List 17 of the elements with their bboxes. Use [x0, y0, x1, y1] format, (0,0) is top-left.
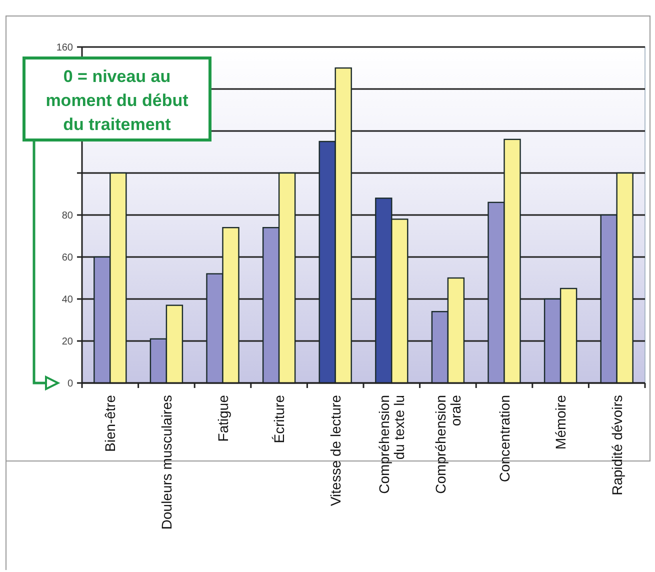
x-tick-label: Rapidité dévoirs: [608, 395, 625, 496]
x-tick-label: Douleurs musculaires: [158, 395, 174, 530]
x-tick-label: Concentration: [496, 395, 512, 482]
y-tick-label: 0: [67, 378, 74, 390]
x-tick-label: Compréhension du texte lu: [376, 395, 408, 494]
x-tick-label: Bien-être: [102, 394, 118, 452]
x-tick-label: Mémoire: [552, 394, 569, 450]
x-tick-label: Fatigue: [214, 394, 231, 442]
annotation: 0 = niveau au moment du début du traitement: [46, 67, 189, 134]
y-tick-label: 60: [62, 252, 74, 264]
y-tick-label: 40: [62, 294, 74, 306]
x-tick-label: Écriture: [271, 394, 288, 444]
y-tick-label: 160: [56, 42, 74, 54]
x-tick-label: Vitesse de lecture: [327, 394, 344, 506]
x-tick-label: Compréhension orale: [432, 394, 464, 494]
y-tick-label: 80: [62, 210, 74, 222]
y-tick-label: 20: [62, 336, 74, 348]
